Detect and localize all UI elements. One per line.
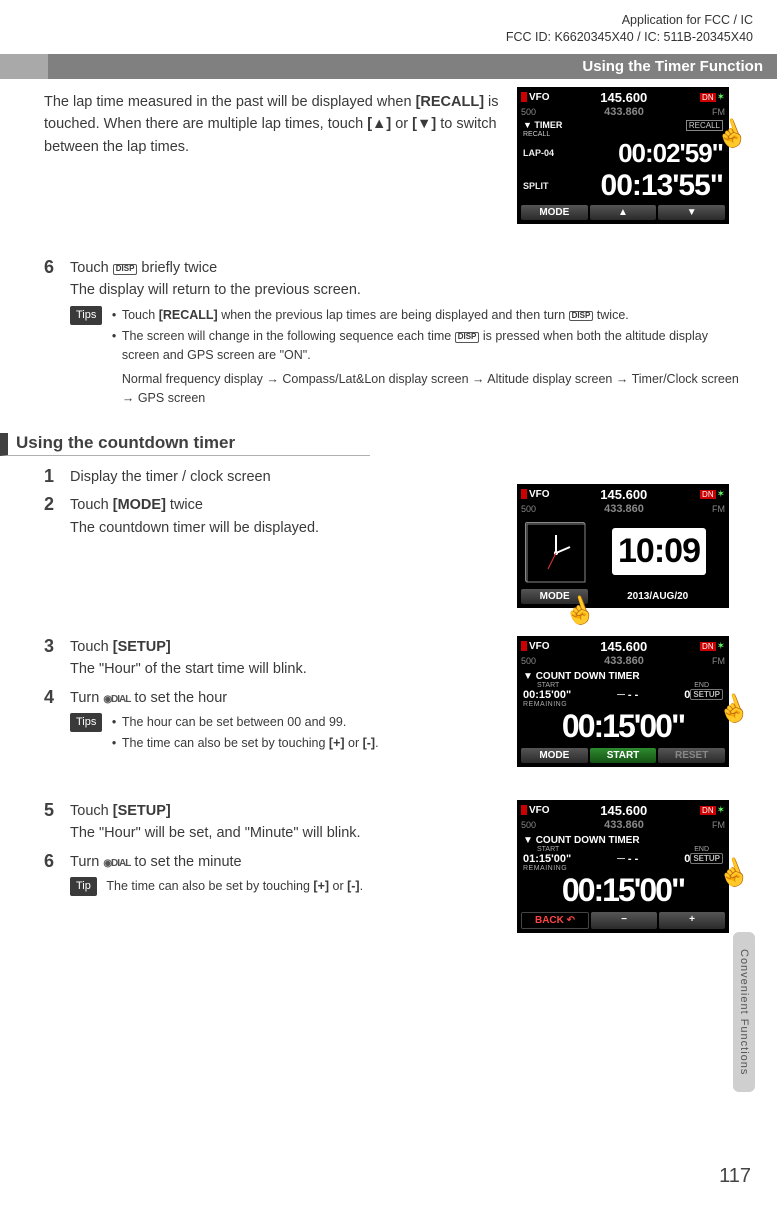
disp-icon: DISP bbox=[569, 311, 594, 322]
start-button[interactable]: START bbox=[590, 748, 657, 763]
lcd-clock-screenshot: VFO 145.600 DN ✶ 500 433.860 FM bbox=[517, 484, 729, 608]
title-bar: Using the Timer Function bbox=[0, 54, 777, 79]
section-countdown-timer: Using the countdown timer bbox=[0, 433, 370, 456]
mode-label: [MODE] bbox=[113, 497, 166, 513]
digital-time: 10:09 bbox=[612, 528, 706, 575]
disp-icon: DISP bbox=[113, 264, 138, 275]
setup-label: [SETUP] bbox=[113, 803, 171, 819]
up-button[interactable]: ▲ bbox=[590, 205, 657, 220]
lcd-timer-screenshot: VFO 145.600 DN ✶ 500 433.860 FM ▼ TIMER … bbox=[517, 87, 729, 224]
screen-sequence: Normal frequency display → Compass/Lat&L… bbox=[122, 370, 749, 409]
plus-button[interactable]: + bbox=[659, 912, 725, 929]
step-6-top: 6 Touch DISP briefly twice The display w… bbox=[44, 257, 753, 409]
lcd-countdown-screenshot-2: VFO 145.600 DN ✶ 500 433.860 FM ▼ COUNT … bbox=[517, 800, 729, 933]
tip-badge: Tip bbox=[70, 877, 97, 896]
countdown-big: 00:15'00" bbox=[523, 708, 723, 746]
side-tab-label: Convenient Functions bbox=[738, 949, 750, 1075]
tips-badge: Tips bbox=[70, 306, 102, 325]
page-number: 117 bbox=[719, 1165, 751, 1188]
title-bar-text: Using the Timer Function bbox=[582, 58, 763, 75]
dial-icon: ◉DIAL bbox=[103, 692, 130, 708]
recall-label: [RECALL] bbox=[416, 94, 484, 110]
mode-button[interactable]: MODE bbox=[521, 205, 588, 220]
app-header: Application for FCC / IC FCC ID: K662034… bbox=[0, 0, 777, 48]
countdown-big: 00:15'00" bbox=[523, 872, 723, 910]
mode-button[interactable]: MODE bbox=[521, 748, 588, 763]
setup-label: [SETUP] bbox=[113, 639, 171, 655]
reset-button[interactable]: RESET bbox=[658, 748, 725, 763]
side-tab: Convenient Functions bbox=[733, 932, 755, 1092]
header-line2: FCC ID: K6620345X40 / IC: 511B-20345X40 bbox=[0, 29, 753, 46]
tips-badge: Tips bbox=[70, 713, 102, 732]
dial-icon: ◉DIAL bbox=[103, 856, 130, 872]
date-display: 2013/AUG/20 bbox=[590, 589, 725, 604]
title-bar-stripe bbox=[0, 54, 48, 79]
analog-clock bbox=[519, 517, 591, 587]
down-key: [▼] bbox=[412, 116, 436, 132]
down-button[interactable]: ▼ bbox=[658, 205, 725, 220]
minus-button[interactable]: − bbox=[591, 912, 657, 929]
disp-icon: DISP bbox=[455, 332, 480, 343]
header-line1: Application for FCC / IC bbox=[0, 12, 753, 29]
up-key: [▲] bbox=[367, 116, 391, 132]
back-button[interactable]: BACK ↶ bbox=[521, 912, 589, 929]
intro-paragraph: The lap time measured in the past will b… bbox=[44, 91, 519, 158]
lcd-countdown-screenshot-1: VFO 145.600 DN ✶ 500 433.860 FM ▼ COUNT … bbox=[517, 636, 729, 767]
